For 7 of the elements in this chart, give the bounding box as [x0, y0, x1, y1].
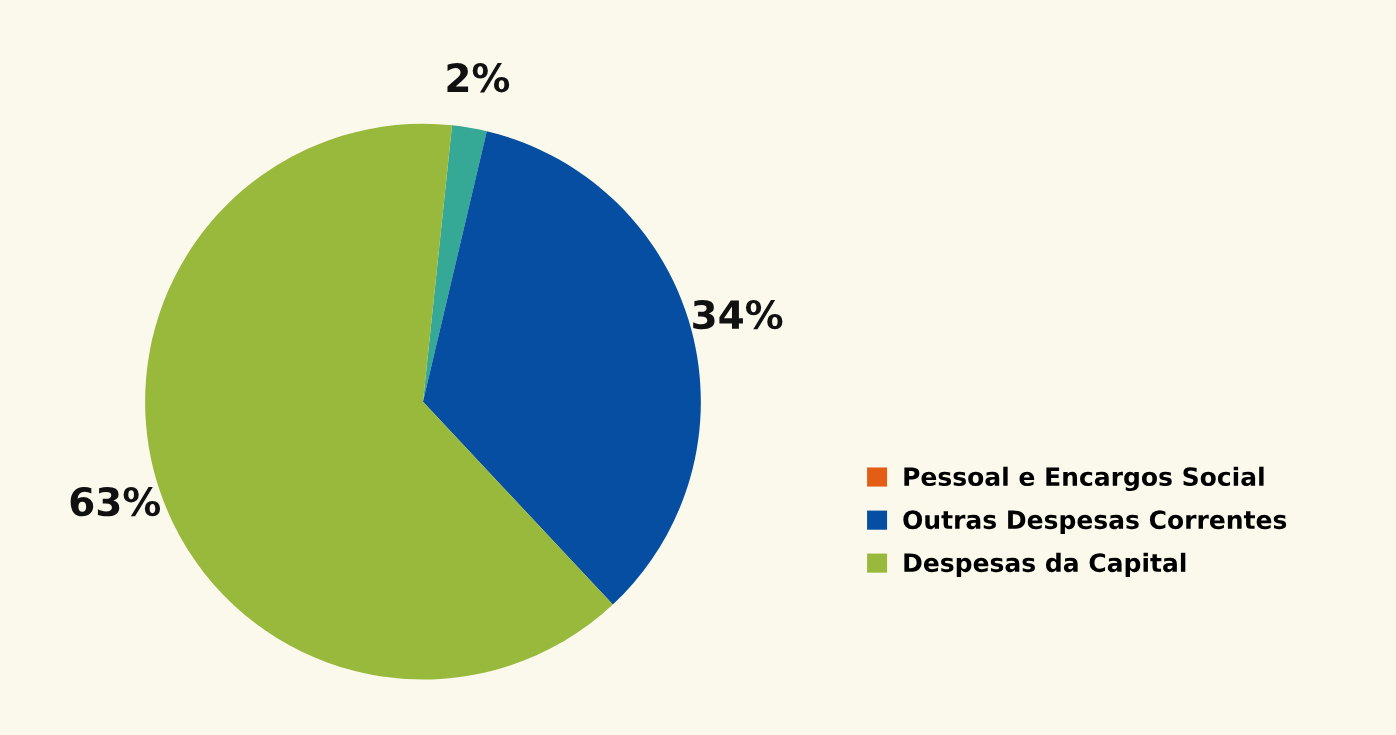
legend-label: Despesas da Capital: [904, 552, 1186, 577]
data-label: 34%: [693, 299, 783, 330]
data-label: 2%: [447, 63, 510, 93]
data-label: 63%: [70, 486, 161, 517]
legend-label: Pessoal e Encargos Social: [904, 466, 1264, 492]
pie-slice: [422, 125, 487, 402]
legend-label: Outras Despesas Correntes: [903, 510, 1287, 535]
